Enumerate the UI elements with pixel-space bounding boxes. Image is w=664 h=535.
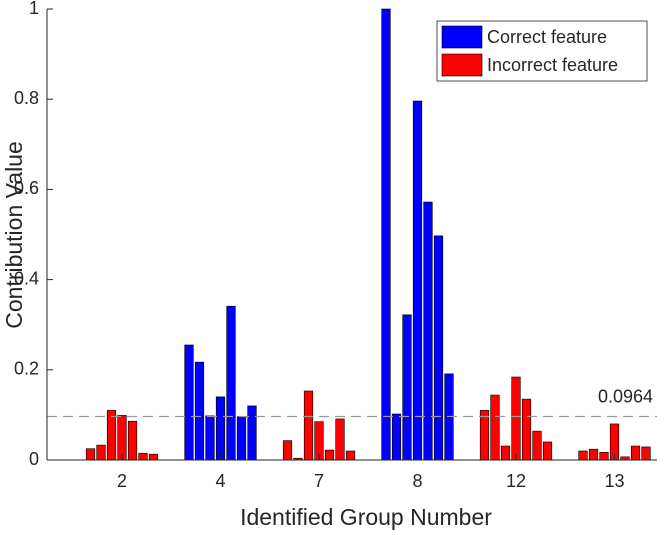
bar <box>184 344 194 461</box>
y-tick-label: 0 <box>29 449 39 469</box>
bar <box>521 398 532 461</box>
bar <box>412 100 423 461</box>
bar <box>324 449 335 461</box>
bar <box>148 453 159 461</box>
bar <box>85 448 96 461</box>
bar <box>194 361 205 461</box>
bar <box>433 235 444 461</box>
bar <box>641 446 651 461</box>
bar <box>117 415 127 461</box>
y-tick-label: 0.8 <box>14 88 39 108</box>
bar <box>402 314 412 461</box>
bar <box>588 448 599 461</box>
legend-swatch <box>441 25 483 49</box>
bar <box>247 405 257 461</box>
bar <box>106 410 117 461</box>
bar <box>236 416 247 461</box>
bar <box>215 396 226 461</box>
y-tick-label: 0.6 <box>14 178 39 198</box>
bar <box>381 8 391 461</box>
x-tick-label: 7 <box>314 471 324 491</box>
x-tick-label: 4 <box>215 471 225 491</box>
bar <box>542 441 553 461</box>
y-tick-label: 1 <box>29 0 39 18</box>
bar <box>578 450 588 461</box>
threshold-label: 0.0964 <box>598 386 653 406</box>
y-tick-label: 0.4 <box>14 268 39 288</box>
bar <box>345 450 356 461</box>
legend-label: Correct feature <box>487 27 607 47</box>
bar <box>303 390 314 461</box>
bar <box>96 444 106 461</box>
bar <box>479 410 490 461</box>
bar <box>630 445 641 461</box>
bar <box>226 305 236 461</box>
bar <box>205 415 215 461</box>
x-tick-label: 2 <box>117 471 127 491</box>
bar <box>423 201 433 461</box>
bar <box>335 418 345 461</box>
bar <box>511 376 521 461</box>
bar <box>500 445 511 461</box>
bar <box>599 452 609 461</box>
bar <box>532 430 542 461</box>
bar <box>490 394 500 461</box>
x-tick-label: 12 <box>506 471 526 491</box>
y-tick-label: 0.2 <box>14 359 39 379</box>
y-axis-label: Contribution Value <box>1 141 27 329</box>
bar <box>127 420 138 461</box>
bar <box>138 452 148 461</box>
legend-swatch <box>441 53 483 77</box>
x-tick-label: 13 <box>604 471 624 491</box>
x-axis-label: Identified Group Number <box>240 504 492 530</box>
bar <box>391 413 402 461</box>
bar <box>282 440 293 461</box>
legend-label: Incorrect feature <box>487 55 618 75</box>
x-tick-label: 8 <box>412 471 422 491</box>
